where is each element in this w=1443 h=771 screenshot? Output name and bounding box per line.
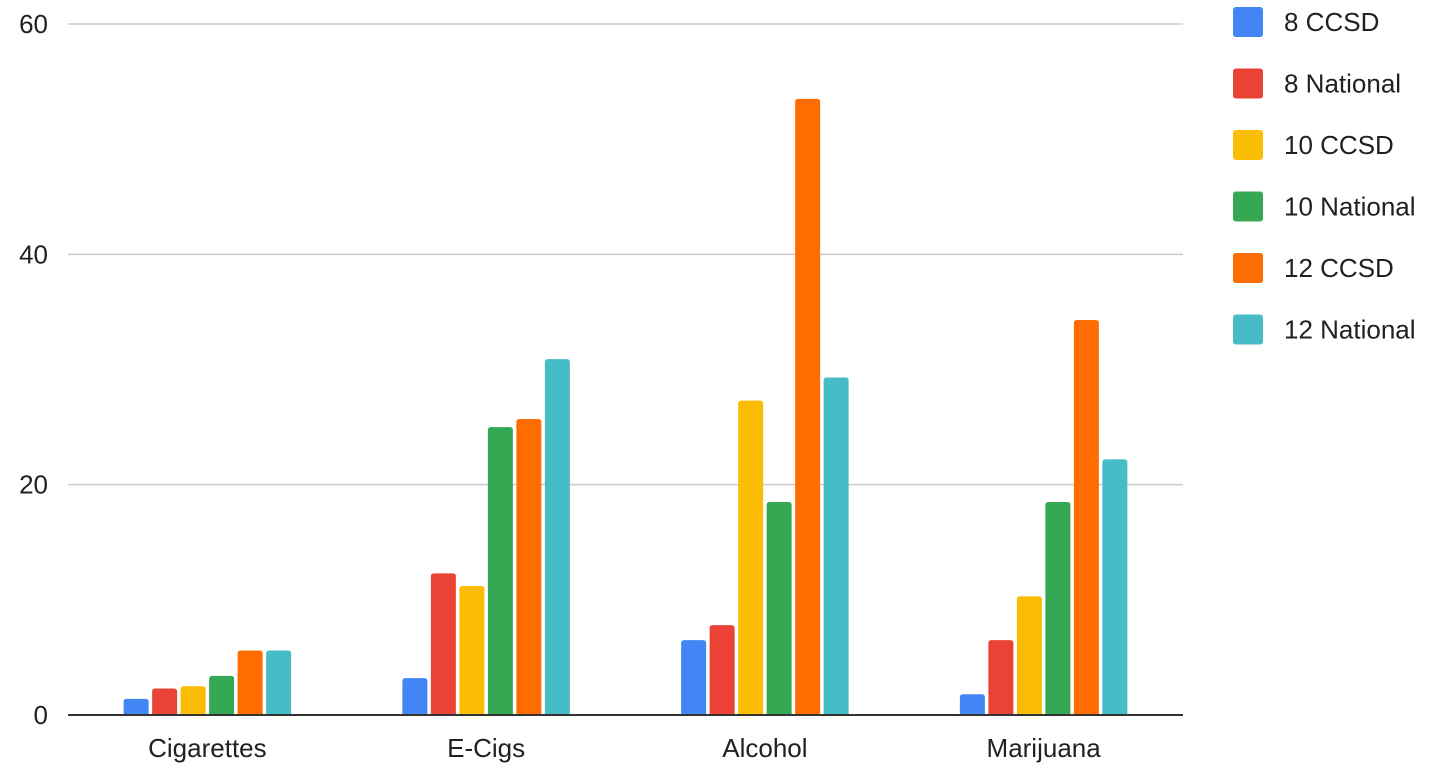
- bar-cigarettes-12-ccsd: [237, 650, 263, 715]
- legend-swatch: [1233, 130, 1263, 160]
- legend-swatch: [1233, 7, 1263, 37]
- bar-marijuana-10-national: [1045, 501, 1071, 715]
- bar-cigarettes-10-ccsd: [180, 686, 206, 715]
- bar-e-cigs-10-national: [487, 427, 513, 715]
- bar-alcohol-8-national: [709, 625, 735, 715]
- legend-label: 12 CCSD: [1284, 253, 1394, 283]
- bar-e-cigs-12-ccsd: [516, 419, 542, 715]
- bar-marijuana-10-ccsd: [1016, 596, 1042, 715]
- bar-alcohol-12-ccsd: [795, 98, 821, 715]
- bar-e-cigs-8-national: [430, 573, 456, 715]
- bar-marijuana-8-national: [988, 640, 1014, 715]
- bar-alcohol-10-ccsd: [738, 400, 764, 715]
- bar-cigarettes-8-national: [152, 688, 178, 715]
- bar-marijuana-12-national: [1102, 459, 1128, 715]
- y-axis-ticks: 0 20 40 60: [19, 9, 48, 730]
- x-tick-label: Alcohol: [722, 733, 807, 763]
- legend: 8 CCSD 8 National 10 CCSD 10 National 12 CCS…: [1233, 7, 1416, 345]
- x-tick-label: Cigarettes: [148, 733, 267, 763]
- y-tick-label: 60: [19, 9, 48, 39]
- bar-marijuana-12-ccsd: [1073, 319, 1099, 715]
- x-tick-label: E-Cigs: [447, 733, 525, 763]
- bar-marijuana-8-ccsd: [959, 694, 985, 715]
- bar-e-cigs-8-ccsd: [402, 678, 428, 715]
- y-tick-label: 0: [34, 700, 48, 730]
- bar-e-cigs-10-ccsd: [459, 586, 485, 715]
- legend-label: 10 National: [1284, 192, 1416, 222]
- legend-label: 12 National: [1284, 315, 1416, 345]
- bar-alcohol-12-national: [823, 377, 849, 715]
- legend-label: 10 CCSD: [1284, 130, 1394, 160]
- legend-swatch: [1233, 68, 1263, 99]
- legend-swatch: [1233, 191, 1263, 222]
- legend-swatch: [1233, 314, 1263, 345]
- bar-e-cigs-12-national: [544, 359, 570, 715]
- y-tick-label: 40: [19, 239, 48, 269]
- bar-cigarettes-12-national: [266, 650, 292, 715]
- bar-cigarettes-10-national: [209, 675, 235, 715]
- gridlines: [68, 23, 1183, 486]
- bar-cigarettes-8-ccsd: [123, 698, 149, 715]
- y-tick-label: 20: [19, 470, 48, 500]
- x-axis-labels: Cigarettes E-Cigs Alcohol Marijuana: [148, 733, 1101, 763]
- bars: [123, 98, 1128, 715]
- bar-alcohol-10-national: [766, 501, 792, 715]
- legend-label: 8 National: [1284, 69, 1401, 99]
- legend-label: 8 CCSD: [1284, 7, 1379, 37]
- x-tick-label: Marijuana: [987, 733, 1102, 763]
- bar-alcohol-8-ccsd: [681, 640, 707, 715]
- legend-swatch: [1233, 253, 1263, 283]
